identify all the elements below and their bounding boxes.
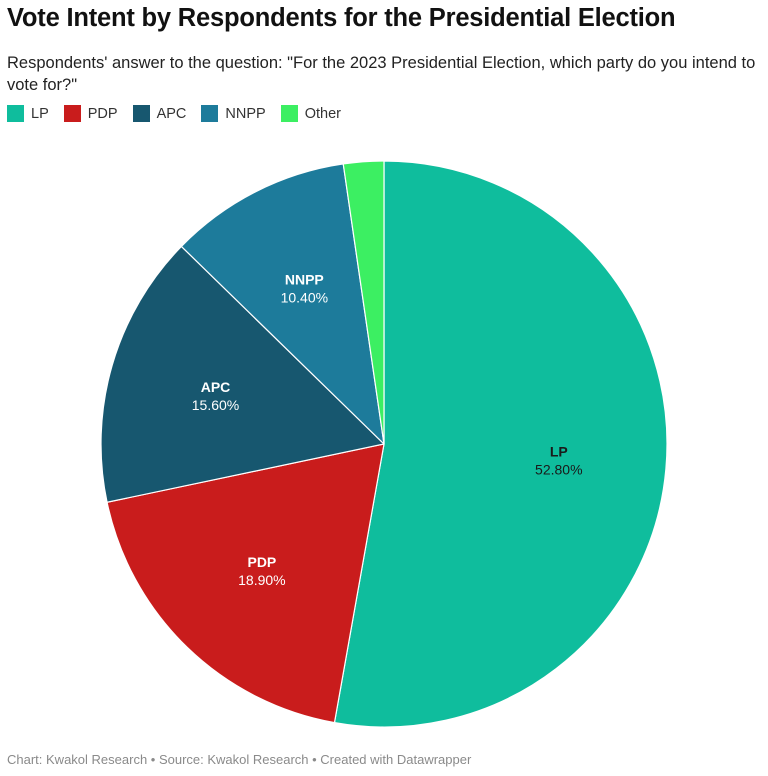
legend-item-pdp: PDP — [63, 105, 118, 122]
pie-slice-nnpp — [180, 163, 385, 445]
slice-label-lp: LP 52.80% — [535, 443, 582, 477]
chart-footer: Chart: Kwakol Research • Source: Kwakol … — [7, 752, 472, 767]
pie-chart: LP 52.80% PDP 18.90% APC 15.60% NNPP 10.40% — [100, 160, 668, 728]
legend-label: PDP — [87, 105, 118, 122]
pie-slice-lp — [333, 160, 668, 728]
pie-slices — [100, 160, 668, 728]
legend-label: NNPP — [225, 105, 266, 122]
legend: LP PDP APC NNPP Other — [7, 105, 356, 122]
legend-item-other: Other — [280, 105, 341, 122]
legend-label: APC — [156, 105, 187, 122]
slice-label-value: 10.40% — [281, 290, 328, 306]
slice-label-value: 52.80% — [535, 461, 582, 477]
legend-swatch — [201, 105, 219, 122]
slice-label-apc: APC 15.60% — [192, 379, 239, 413]
pie-labels: LP 52.80% PDP 18.90% APC 15.60% NNPP 10.40% — [192, 272, 583, 588]
slice-label-nnpp: NNPP 10.40% — [281, 272, 328, 306]
slice-label-value: 15.60% — [192, 397, 239, 413]
slice-label-name: PDP — [247, 554, 276, 570]
legend-item-nnpp: NNPP — [201, 105, 266, 122]
legend-swatch — [63, 105, 81, 122]
legend-item-apc: APC — [132, 105, 187, 122]
slice-label-name: LP — [550, 443, 568, 459]
pie-slice-other — [342, 160, 385, 445]
pie-slice-apc — [100, 245, 385, 503]
chart-title: Vote Intent by Respondents for the Presi… — [7, 4, 676, 32]
legend-swatch — [280, 105, 298, 122]
slice-label-name: NNPP — [285, 272, 324, 288]
slice-label-pdp: PDP 18.90% — [238, 554, 285, 588]
slice-label-value: 18.90% — [238, 572, 285, 588]
chart-subtitle: Respondents' answer to the question: "Fo… — [7, 54, 756, 94]
legend-swatch — [7, 105, 24, 122]
legend-label: Other — [304, 105, 341, 122]
legend-item-lp: LP — [7, 105, 49, 122]
legend-swatch — [132, 105, 150, 122]
slice-label-name: APC — [201, 379, 231, 395]
pie-slice-pdp — [106, 443, 385, 724]
legend-label: LP — [31, 105, 49, 122]
